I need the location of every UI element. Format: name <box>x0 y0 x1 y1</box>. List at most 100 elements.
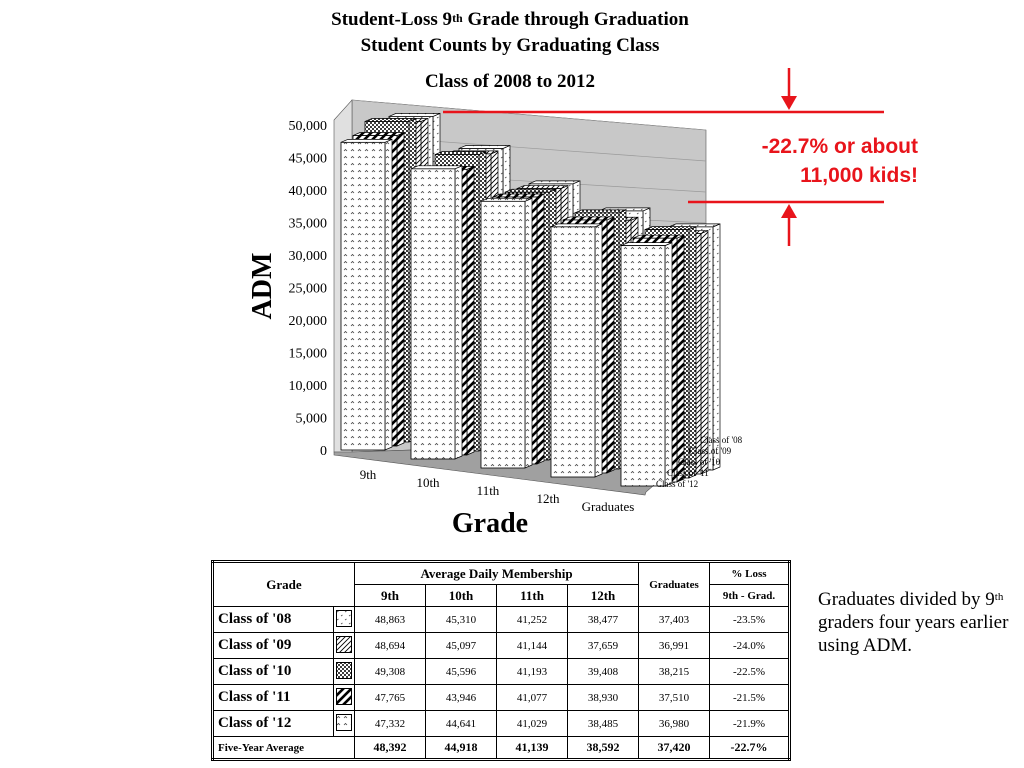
depth-label: Class of '08 <box>700 435 743 445</box>
table-cell: 45,310 <box>425 606 497 633</box>
table-cell: 44,641 <box>425 710 497 737</box>
y-axis-label: ADM <box>247 252 278 320</box>
loss-annotation-line1: -22.7% or about <box>761 135 918 158</box>
depth-label: Class of '12 <box>656 479 698 489</box>
row-label: Class of '11 <box>212 684 334 711</box>
table-cell: 48,694 <box>354 632 426 659</box>
bar-side <box>524 197 533 469</box>
row-label: Class of '09 <box>212 632 334 659</box>
gridline <box>351 99 707 131</box>
table-cell: 37,403 <box>638 606 710 633</box>
table-header-loss-range: 9th - Grad. <box>709 584 790 607</box>
bars <box>340 112 721 487</box>
depth-label: Class of '10 <box>678 457 721 467</box>
table-cell: -22.5% <box>709 658 790 685</box>
bar-side <box>454 165 463 460</box>
x-axis-ticks: 9th 10th 11th 12th Graduates <box>360 467 635 514</box>
table-cell: 41,077 <box>496 684 568 711</box>
bar-chart-3d: 0 5,000 10,000 15,000 20,000 25,000 30,000 35,0… <box>289 68 884 514</box>
y-axis-ticks: 0 5,000 10,000 15,000 20,000 25,000 30,000 35,0… <box>289 119 328 459</box>
table-cell: -21.5% <box>709 684 790 711</box>
arrow-up-head <box>781 204 797 218</box>
bar <box>410 165 463 460</box>
bar-front <box>340 141 386 451</box>
bar <box>340 138 393 451</box>
y-tick-label: 20,000 <box>289 314 328 329</box>
y-tick-label: 15,000 <box>289 347 328 362</box>
bar-side <box>594 223 603 478</box>
bar-side <box>396 131 405 447</box>
bar-top <box>504 188 557 193</box>
bar-side <box>676 234 685 483</box>
table-row: Class of '08 48,863 45,310 41,252 38,477 37,4… <box>212 606 790 633</box>
bar-top <box>620 242 673 246</box>
table-row: Class of '10 49,308 45,596 41,193 39,408 38,2… <box>212 658 790 685</box>
chart-title-line1: Student-Loss 9th Grade through Graduatio… <box>331 9 689 30</box>
table-cell: 36,980 <box>638 710 710 737</box>
bar <box>480 197 533 469</box>
table-cell: -23.5% <box>709 606 790 633</box>
bar-top <box>364 118 417 122</box>
bar-side <box>664 242 673 487</box>
table-header-grade-11: 11th <box>496 584 568 607</box>
bar-front <box>410 168 456 460</box>
bar <box>550 223 603 478</box>
table-cell: 41,252 <box>496 606 568 633</box>
bar-side <box>712 223 721 471</box>
row-label: Class of '08 <box>212 606 334 633</box>
table-cell: 41,139 <box>496 736 568 760</box>
table-cell: 41,193 <box>496 658 568 685</box>
bar-side <box>536 193 545 465</box>
bar-top <box>516 185 569 189</box>
row-label: Class of '12 <box>212 710 334 737</box>
bar-top <box>388 113 441 117</box>
bar-top <box>492 193 545 198</box>
table-cell: 43,946 <box>425 684 497 711</box>
y-tick-label: 40,000 <box>289 184 328 199</box>
row-label: Class of '10 <box>212 658 334 685</box>
bar-top <box>562 216 615 221</box>
table-cell: 47,765 <box>354 684 426 711</box>
table-cell: 38,485 <box>567 710 639 737</box>
table-cell: 41,029 <box>496 710 568 737</box>
x-tick-label: 11th <box>477 483 500 498</box>
bar-front <box>550 226 596 478</box>
table-cell: 44,918 <box>425 736 497 760</box>
chart-title-line2: Student Counts by Graduating Class <box>360 35 660 56</box>
y-tick-label: 5,000 <box>296 412 328 427</box>
y-tick-label: 50,000 <box>289 119 328 134</box>
chart-subtitle: Class of 2008 to 2012 <box>425 71 595 92</box>
table-row: Class of '12 47,332 44,641 41,029 38,485 36,9… <box>212 710 790 737</box>
depth-label: Class of '09 <box>689 446 732 456</box>
x-tick-label: 12th <box>536 491 560 506</box>
table-header-graduates: Graduates <box>638 561 710 607</box>
bar-top <box>574 209 627 214</box>
table-row: Class of '11 47,765 43,946 41,077 38,930 37,5… <box>212 684 790 711</box>
table-cell: -22.7% <box>709 736 790 760</box>
table-cell: 47,332 <box>354 710 426 737</box>
y-tick-label: 25,000 <box>289 282 328 297</box>
bar-side <box>688 226 697 479</box>
table-cell: 38,592 <box>567 736 639 760</box>
bar-top <box>550 223 603 228</box>
table-cell: 37,659 <box>567 632 639 659</box>
table-cell: -24.0% <box>709 632 790 659</box>
table-cell: 48,863 <box>354 606 426 633</box>
table-header-adm: Average Daily Membership <box>354 561 639 585</box>
bar-top <box>352 132 405 136</box>
table-cell: -21.9% <box>709 710 790 737</box>
x-tick-label: Graduates <box>582 499 635 514</box>
depth-label: Class of '11 <box>667 468 709 478</box>
bar <box>620 242 673 487</box>
arrow-down-head <box>781 96 797 110</box>
row-label: Five-Year Average <box>212 736 355 760</box>
bar-top <box>434 151 487 155</box>
loss-annotation-line2: 11,000 kids! <box>800 164 918 187</box>
bar-front <box>620 245 666 487</box>
y-tick-label: 0 <box>320 444 327 459</box>
table-header-loss: % Loss <box>709 561 790 585</box>
table-row: Class of '09 48,694 45,097 41,144 37,659 36,9… <box>212 632 790 659</box>
adm-data-table: Grade Average Daily Membership Graduates… <box>211 560 791 761</box>
x-tick-label: 9th <box>360 467 377 482</box>
